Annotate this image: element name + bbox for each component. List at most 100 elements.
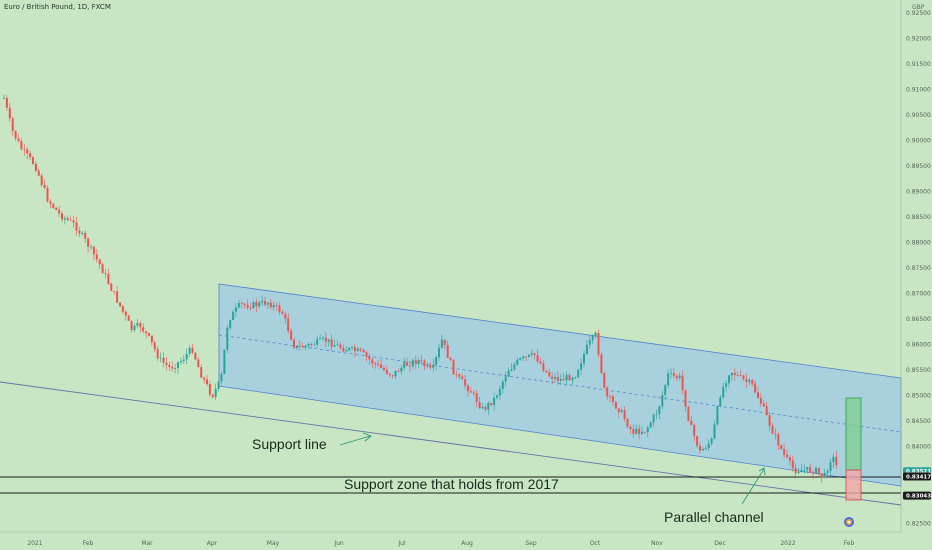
candle-body [484,406,487,410]
candle-body [136,323,139,326]
candle-body [63,218,66,220]
candle-body [455,374,458,376]
candle-body [591,335,594,341]
candle-body [780,445,783,449]
candle-body [133,325,136,331]
candle-body [681,375,684,391]
candle-body [684,390,687,407]
candle-body [670,372,672,374]
candle-body [516,359,519,365]
candle-body [237,303,240,308]
candle-body [603,372,606,388]
candle-body [49,201,52,204]
candle-body [284,313,287,319]
price-tick-label: 0.91500 [906,61,931,68]
candle-body [446,344,449,358]
candle-body [342,348,345,352]
parallel-channel-label[interactable]: Parallel channel [664,509,764,525]
candle-body [733,372,736,376]
candle-body [643,431,646,433]
time-axis[interactable]: 2021 Feb Mar Apr May Jun Jul Aug Sep Oct Nov Dec 202… [27,540,854,547]
time-tick-label: Sep [525,540,537,547]
position-stop-zone[interactable] [845,469,862,501]
tradingview-logo-icon[interactable] [844,517,854,527]
candle-body [736,375,739,376]
candle-body [203,377,206,380]
time-tick-label: Dec [714,540,726,547]
support-line-label[interactable]: Support line [252,436,327,452]
candle-body [504,376,507,382]
position-target-zone[interactable] [845,397,862,471]
candle-body [295,345,298,348]
candle-body [522,356,525,359]
candles [3,94,838,483]
candle-body [757,392,759,399]
candle-body [652,414,655,423]
candle-body [348,347,351,351]
candle-body [774,433,777,435]
time-tick-label: 2022 [780,540,795,547]
candle-body [148,333,150,336]
candle-body [330,339,333,347]
candle-body [722,386,725,398]
price-tick-label: 0.86000 [906,342,931,349]
candle-body [678,375,681,379]
candle-body [142,327,145,332]
symbol-title[interactable]: Euro / British Pound, 1D, FXCM [4,3,111,11]
candle-body [32,157,34,164]
time-tick-label: Jun [333,540,344,547]
candle-body [820,473,823,478]
candle-body [182,359,185,362]
candle-body [626,418,629,427]
candle-body [562,379,565,381]
candle-body [478,402,481,409]
price-tick-label: 0.88500 [906,214,931,221]
candle-body [159,357,162,359]
candle-body [467,385,469,392]
candle-body [84,232,87,239]
candle-body [252,302,255,309]
candle-body [124,311,127,316]
candle-body [391,375,394,377]
candle-body [121,305,124,312]
candle-body [617,408,620,413]
candle-body [655,413,658,415]
candle-body [249,307,252,309]
support-zone-label[interactable]: Support zone that holds from 2017 [344,476,559,492]
price-tick-label: 0.92000 [906,35,931,42]
time-tick-label: Apr [207,540,218,547]
candle-body [339,344,342,349]
price-tick-label: 0.85500 [906,367,931,374]
candle-body [29,153,32,158]
candle-body [588,340,591,345]
price-tick-label: 0.89500 [906,163,931,170]
price-tick-label: 0.87500 [906,265,931,272]
price-tick-label: 0.86500 [906,316,931,323]
candle-body [748,379,751,382]
candle-body [577,369,580,378]
candle-body [548,372,551,377]
candle-body [171,366,174,369]
candle-body [290,330,293,340]
support-line[interactable] [0,381,902,506]
candle-body [52,203,55,208]
parallel-channel-arrowhead [758,467,766,476]
price-tick-label: 0.84000 [906,444,931,451]
time-tick-label: Jul [397,540,406,547]
candle-body [324,337,327,342]
candle-body [612,396,614,402]
candle-body [266,302,269,305]
candle-body [92,246,95,255]
price-tag-label: 0.83417 [906,475,931,481]
price-tick-label: 0.85000 [906,393,931,400]
candle-body [759,398,762,404]
candle-body [513,364,516,370]
candle-body [214,388,217,397]
price-axis[interactable]: 0.92500 0.92000 0.91500 0.91000 0.90500 0.900… [906,10,931,528]
candle-body [438,347,440,358]
candle-body [23,149,26,151]
candle-body [351,347,353,348]
candle-body [432,364,435,368]
candle-body [87,238,90,247]
